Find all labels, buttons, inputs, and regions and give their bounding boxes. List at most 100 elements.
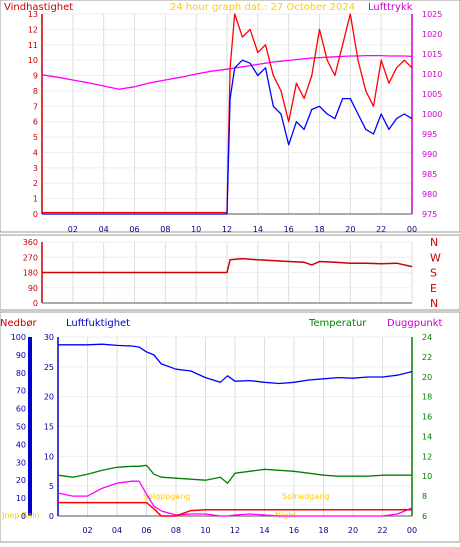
rain-tick-label: 60: [16, 405, 26, 414]
rain-tick-label: 80: [16, 369, 26, 378]
dewpoint-label: Duggpunkt: [387, 318, 443, 329]
temperature-label: Temperatur: [308, 318, 367, 329]
y-tick-label: 9: [33, 72, 38, 81]
dir-tick-label: 180: [23, 269, 38, 278]
x-tick-label: 00: [407, 526, 417, 535]
y-tick-label: 13: [28, 10, 38, 19]
x-tick-label: 04: [99, 225, 109, 234]
x-tick-label: 16: [289, 526, 299, 535]
y-tick-label: 11: [28, 41, 38, 50]
x-tick-label: 06: [129, 225, 139, 234]
compass-label: E: [430, 282, 437, 295]
temperature-tick-label: 6: [422, 512, 427, 521]
temperature-tick-label: 10: [422, 472, 432, 481]
bottom-grid: [58, 336, 413, 517]
dir-tick-label: 270: [23, 253, 38, 262]
x-tick-label: 22: [376, 225, 386, 234]
dir-tick-label: 360: [23, 238, 38, 247]
y2-tick-label: 995: [422, 130, 437, 139]
temperature-tick-label: 22: [422, 353, 432, 362]
series-dewpoint: [57, 480, 413, 517]
y2-tick-label: 980: [422, 190, 437, 199]
series-temperature: [57, 464, 412, 484]
y-tick-label: 4: [33, 148, 38, 157]
rain-tick-label: 40: [16, 440, 26, 449]
x-tick-label: 04: [112, 526, 122, 535]
series-gust: [42, 13, 413, 214]
x-tick-label: 10: [191, 225, 201, 234]
compass-label: N: [430, 297, 438, 310]
rain-tick-label: 10: [16, 494, 26, 503]
series-wind-direction: [42, 257, 413, 274]
y-tick-label: 2: [33, 179, 38, 188]
y-tick-label: 12: [28, 25, 38, 34]
x-tick-label: 14: [253, 225, 263, 234]
pressure-label: Lufttrykk: [368, 2, 413, 13]
x-tick-label: 00: [407, 225, 417, 234]
humidity-tick-label: 25: [44, 363, 54, 372]
sunset-annotation: Solnedgang: [282, 492, 329, 501]
x-tick-label: 12: [222, 225, 232, 234]
x-tick-label: 12: [230, 526, 240, 535]
y-tick-label: 8: [33, 87, 38, 96]
humidity-tick-label: 5: [49, 482, 54, 491]
x-tick-label: 18: [314, 225, 324, 234]
y2-tick-label: 990: [422, 150, 437, 159]
y-tick-label: 7: [33, 102, 38, 111]
rain-tick-label: 0: [21, 512, 26, 521]
y2-tick-label: 1025: [422, 10, 442, 19]
rain-tick-label: 50: [16, 423, 26, 432]
humidity-tick-label: 30: [44, 333, 54, 342]
x-tick-label: 02: [82, 526, 92, 535]
temperature-tick-label: 14: [422, 432, 432, 441]
sunrise-annotation: Soloppgang: [143, 492, 190, 501]
rain-tick-label: 100: [11, 333, 26, 342]
x-tick-label: 08: [160, 225, 170, 234]
temperature-tick-label: 8: [422, 492, 427, 501]
y-tick-label: 0: [33, 210, 38, 219]
temperature-tick-label: 18: [422, 393, 432, 402]
series-rain: [58, 501, 412, 517]
y-tick-label: 10: [28, 56, 38, 65]
wind-speed-label: Vindhastighet: [4, 2, 73, 13]
rain-tick-label: 90: [16, 351, 26, 360]
humidity-tick-label: 0: [49, 512, 54, 521]
y-tick-label: 1: [33, 195, 38, 204]
humidity-tick-label: 15: [44, 423, 54, 432]
chart-title: 24 hour graph dat.: 27 October 2024: [170, 2, 355, 13]
y2-tick-label: 1015: [422, 50, 442, 59]
x-tick-label: 22: [377, 526, 387, 535]
y2-tick-label: 1020: [422, 30, 442, 39]
y-tick-label: 6: [33, 118, 38, 127]
x-tick-label: 16: [284, 225, 294, 234]
compass-label: N: [430, 236, 438, 249]
temperature-tick-label: 20: [422, 373, 432, 382]
rain-annotation: Jnep Rain: [1, 511, 40, 520]
x-tick-label: 14: [259, 526, 269, 535]
y-tick-label: 5: [33, 133, 38, 142]
x-tick-label: 20: [348, 526, 358, 535]
temperature-tick-label: 12: [422, 452, 432, 461]
temperature-tick-label: 24: [422, 333, 432, 342]
x-tick-label: 18: [318, 526, 328, 535]
y2-tick-label: 1010: [422, 70, 442, 79]
x-tick-label: 20: [345, 225, 355, 234]
x-tick-label: 06: [141, 526, 151, 535]
rain-tick-label: 70: [16, 387, 26, 396]
series-wind-speed: [42, 59, 413, 215]
humidity-label: Luftfuktighet: [66, 318, 130, 329]
x-tick-label: 10: [200, 526, 210, 535]
humidity-tick-label: 10: [44, 452, 54, 461]
dir-tick-label: 0: [33, 299, 38, 308]
y2-tick-label: 1005: [422, 90, 442, 99]
y-tick-label: 3: [33, 164, 38, 173]
y2-tick-label: 985: [422, 170, 437, 179]
y2-tick-label: 975: [422, 210, 437, 219]
compass-label: W: [430, 251, 441, 264]
rain-tick-label: 30: [16, 458, 26, 467]
rain-label: Nedbør: [0, 318, 37, 329]
series-humidity: [58, 343, 413, 385]
